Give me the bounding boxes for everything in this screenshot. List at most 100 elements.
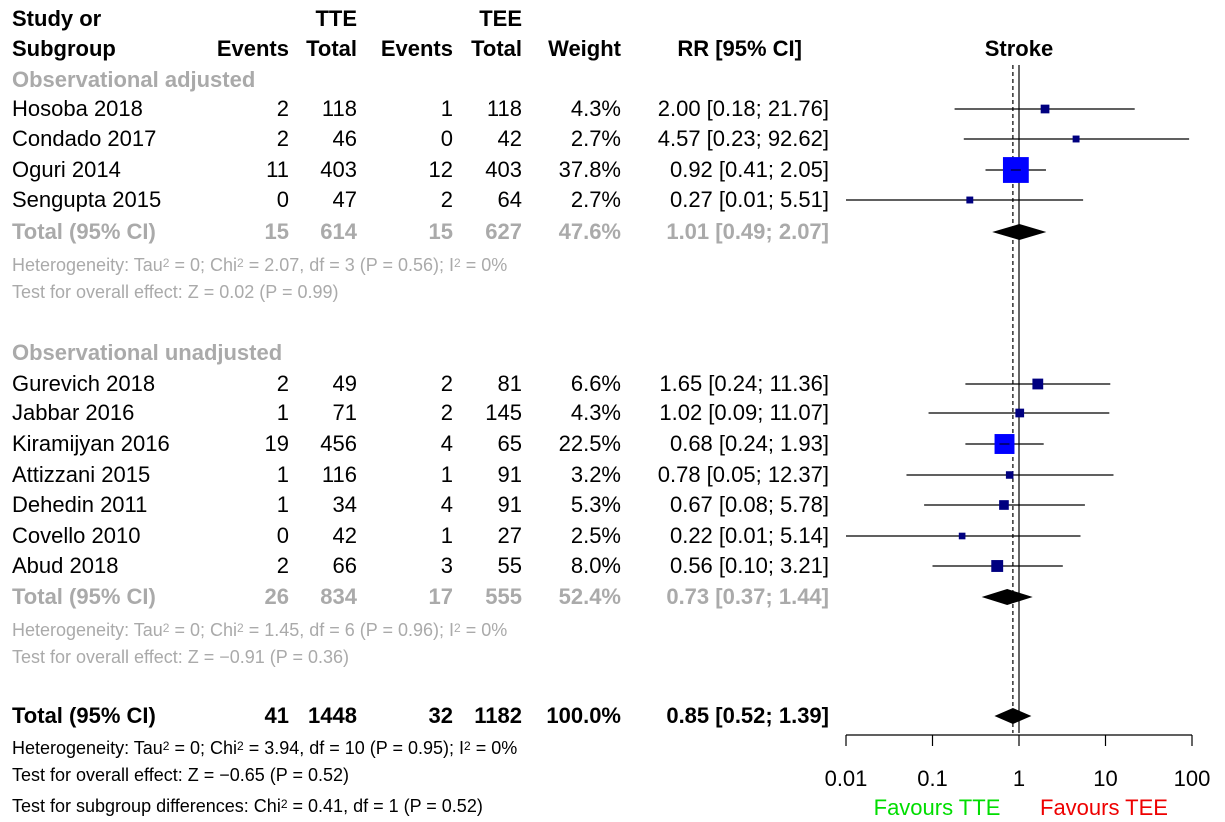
subgroup-differences-test: Test for subgroup differences: Chi2 = 0.… <box>12 796 483 816</box>
pooled-diamond <box>992 224 1047 240</box>
subgroup-total-rr-ci: 0.73 [0.37; 1.44] <box>666 584 829 609</box>
subgroup-total-weight: 52.4% <box>558 584 621 609</box>
study-row-weight: 2.7% <box>570 126 621 151</box>
pooled-diamond <box>994 708 1032 724</box>
study-row-rr-ci: 0.27 [0.01; 5.51] <box>669 187 829 212</box>
favours-right-label: Favours TEE <box>1040 795 1168 820</box>
study-row-weight: 8.0% <box>570 553 621 578</box>
study-row-tee-total: 91 <box>497 492 522 517</box>
header-rr-ci: RR [95% CI] <box>677 36 802 61</box>
x-axis-tick-label: 1 <box>1013 766 1025 791</box>
study-row-rr-ci: 1.65 [0.24; 11.36] <box>659 371 829 396</box>
study-row-weight: 3.2% <box>570 462 621 487</box>
study-row-weight: 22.5% <box>558 431 621 456</box>
study-row-tte-total: 34 <box>332 492 357 517</box>
header-weight: Weight <box>548 36 621 61</box>
study-square <box>999 500 1009 510</box>
study-row-weight: 4.3% <box>570 400 621 425</box>
study-row-tte-events: 2 <box>276 371 289 396</box>
study-row-tte-events: 19 <box>264 431 289 456</box>
subgroup-total-tee-total: 627 <box>485 219 522 244</box>
study-row-tee-events: 2 <box>440 371 453 396</box>
subgroup-label: Observational unadjusted <box>12 340 283 365</box>
study-row-rr-ci: 0.92 [0.41; 2.05] <box>669 157 829 182</box>
subgroup-total-tee-total: 555 <box>485 584 522 609</box>
study-row-name: Gurevich 2018 <box>12 371 156 396</box>
study-square <box>1032 378 1044 390</box>
header-study-l2: Subgroup <box>12 36 116 61</box>
subgroup-overall-effect: Test for overall effect: Z = 0.02 (P = 0… <box>12 282 339 302</box>
study-row-weight: 5.3% <box>570 492 621 517</box>
study-row-rr-ci: 0.22 [0.01; 5.14] <box>669 523 829 548</box>
study-row-name: Attizzani 2015 <box>12 462 151 487</box>
x-axis-tick-label: 100 <box>1174 766 1211 791</box>
study-square <box>966 196 974 204</box>
overall-total-tee-events: 32 <box>428 703 453 728</box>
subgroup-total-tte-events: 15 <box>264 219 289 244</box>
study-row-rr-ci: 2.00 [0.18; 21.76] <box>657 96 829 121</box>
favours-left-label: Favours TTE <box>874 795 1001 820</box>
subgroup-total-tee-events: 17 <box>428 584 453 609</box>
study-row-name: Dehedin 2011 <box>12 492 148 517</box>
header-tte-total: Total <box>306 36 357 61</box>
overall-total-name: Total (95% CI) <box>12 703 156 728</box>
study-row-name: Covello 2010 <box>12 523 141 548</box>
subgroup-total-rr-ci: 1.01 [0.49; 2.07] <box>666 219 829 244</box>
study-row-weight: 2.7% <box>570 187 621 212</box>
x-axis-tick-label: 0.1 <box>917 766 948 791</box>
study-row-rr-ci: 1.02 [0.09; 11.07] <box>659 400 829 425</box>
plot-title: Stroke <box>984 36 1054 61</box>
study-row-tee-total: 64 <box>497 187 522 212</box>
study-row-tte-events: 2 <box>276 96 289 121</box>
study-row-tte-total: 46 <box>332 126 357 151</box>
study-row-tee-events: 4 <box>440 431 453 456</box>
subgroup-heterogeneity: Heterogeneity: Tau2 = 0; Chi2 = 2.07, df… <box>12 255 508 275</box>
study-row-name: Hosoba 2018 <box>12 96 143 121</box>
study-row-tee-total: 145 <box>485 400 522 425</box>
study-row-tte-events: 0 <box>276 523 289 548</box>
study-row-rr-ci: 0.68 [0.24; 1.93] <box>669 431 829 456</box>
study-row-tte-total: 116 <box>321 462 357 487</box>
study-row-weight: 37.8% <box>558 157 621 182</box>
subgroup-total-name: Total (95% CI) <box>12 584 156 609</box>
subgroup-total-tte-total: 834 <box>320 584 357 609</box>
study-row-name: Kiramijyan 2016 <box>12 431 170 456</box>
study-row-tte-total: 456 <box>320 431 357 456</box>
study-row-tte-events: 1 <box>276 462 289 487</box>
study-row-tee-events: 2 <box>440 400 453 425</box>
overall-total-tte-events: 41 <box>264 703 289 728</box>
study-row-rr-ci: 0.56 [0.10; 3.21] <box>669 553 829 578</box>
study-row-tte-total: 47 <box>332 187 357 212</box>
header-study-l1: Study or <box>12 6 102 31</box>
study-row-tee-total: 27 <box>497 523 522 548</box>
study-row-rr-ci: 4.57 [0.23; 92.62] <box>657 126 829 151</box>
subgroup-label: Observational adjusted <box>12 67 256 92</box>
study-row-tee-total: 403 <box>485 157 522 182</box>
overall-total-weight: 100.0% <box>546 703 621 728</box>
study-row-tee-total: 42 <box>497 126 522 151</box>
study-square <box>1005 471 1014 479</box>
header-tte: TTE <box>315 6 357 31</box>
study-row-tee-events: 12 <box>428 157 453 182</box>
study-row-weight: 6.6% <box>570 371 621 396</box>
study-row-rr-ci: 0.78 [0.05; 12.37] <box>657 462 829 487</box>
overall-heterogeneity: Heterogeneity: Tau2 = 0; Chi2 = 3.94, df… <box>12 738 518 758</box>
header-tee-total: Total <box>471 36 522 61</box>
study-square <box>1015 408 1025 418</box>
study-row-tte-events: 11 <box>266 157 289 182</box>
study-row-tte-total: 66 <box>332 553 357 578</box>
study-row-tte-total: 49 <box>332 371 357 396</box>
study-row-tee-events: 1 <box>440 96 453 121</box>
study-row-tte-events: 2 <box>276 126 289 151</box>
study-row-tee-events: 1 <box>440 462 453 487</box>
study-row-tte-events: 2 <box>276 553 289 578</box>
study-row-rr-ci: 0.67 [0.08; 5.78] <box>669 492 829 517</box>
subgroup-total-name: Total (95% CI) <box>12 219 156 244</box>
x-axis-tick-label: 0.01 <box>825 766 868 791</box>
x-axis-tick-label: 10 <box>1093 766 1117 791</box>
overall-total-tte-total: 1448 <box>308 703 357 728</box>
study-row-tte-events: 0 <box>276 187 289 212</box>
study-row-tte-total: 42 <box>332 523 357 548</box>
subgroup-total-tee-events: 15 <box>428 219 453 244</box>
study-row-name: Sengupta 2015 <box>12 187 162 212</box>
